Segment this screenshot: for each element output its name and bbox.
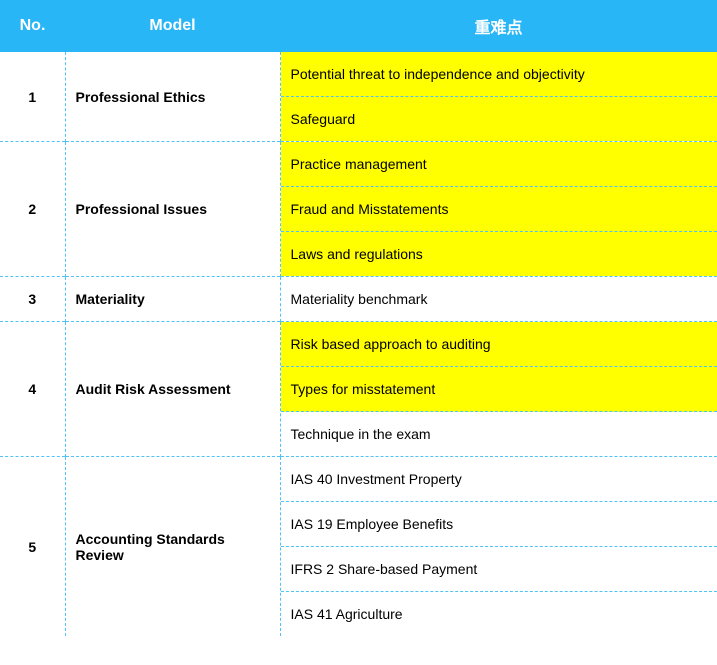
header-no: No. (0, 0, 65, 52)
point-item: IFRS 2 Share-based Payment (281, 547, 717, 592)
point-item: IAS 19 Employee Benefits (281, 502, 717, 547)
row-no: 5 (0, 457, 65, 637)
row-no: 3 (0, 277, 65, 322)
row-points: Materiality benchmark (280, 277, 717, 322)
point-item: Materiality benchmark (281, 277, 717, 321)
point-item: Risk based approach to auditing (281, 322, 717, 367)
point-item: IAS 41 Agriculture (281, 592, 717, 636)
point-item: Types for misstatement (281, 367, 717, 412)
table-row: 1Professional EthicsPotential threat to … (0, 52, 717, 142)
table-header-row: No. Model 重难点 (0, 0, 717, 52)
point-item: Safeguard (281, 97, 717, 141)
point-item: Practice management (281, 142, 717, 187)
point-item: Laws and regulations (281, 232, 717, 276)
table-row: 4Audit Risk AssessmentRisk based approac… (0, 322, 717, 457)
table-row: 5Accounting Standards ReviewIAS 40 Inves… (0, 457, 717, 637)
row-no: 1 (0, 52, 65, 142)
row-model: Materiality (65, 277, 280, 322)
point-item: Technique in the exam (281, 412, 717, 456)
row-points: IAS 40 Investment PropertyIAS 19 Employe… (280, 457, 717, 637)
row-model: Audit Risk Assessment (65, 322, 280, 457)
row-points: Potential threat to independence and obj… (280, 52, 717, 142)
row-model: Accounting Standards Review (65, 457, 280, 637)
table-row: 3MaterialityMateriality benchmark (0, 277, 717, 322)
table-body: 1Professional EthicsPotential threat to … (0, 52, 717, 636)
row-no: 2 (0, 142, 65, 277)
point-item: Fraud and Misstatements (281, 187, 717, 232)
row-points: Risk based approach to auditingTypes for… (280, 322, 717, 457)
row-model: Professional Issues (65, 142, 280, 277)
row-model: Professional Ethics (65, 52, 280, 142)
point-item: IAS 40 Investment Property (281, 457, 717, 502)
point-item: Potential threat to independence and obj… (281, 52, 717, 97)
table-row: 2Professional IssuesPractice managementF… (0, 142, 717, 277)
header-points: 重难点 (280, 0, 717, 52)
row-no: 4 (0, 322, 65, 457)
row-points: Practice managementFraud and Misstatemen… (280, 142, 717, 277)
header-model: Model (65, 0, 280, 52)
syllabus-table: No. Model 重难点 1Professional EthicsPotent… (0, 0, 717, 636)
